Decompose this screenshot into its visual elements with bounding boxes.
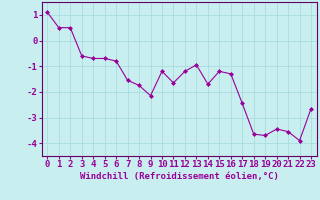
- X-axis label: Windchill (Refroidissement éolien,°C): Windchill (Refroidissement éolien,°C): [80, 172, 279, 181]
